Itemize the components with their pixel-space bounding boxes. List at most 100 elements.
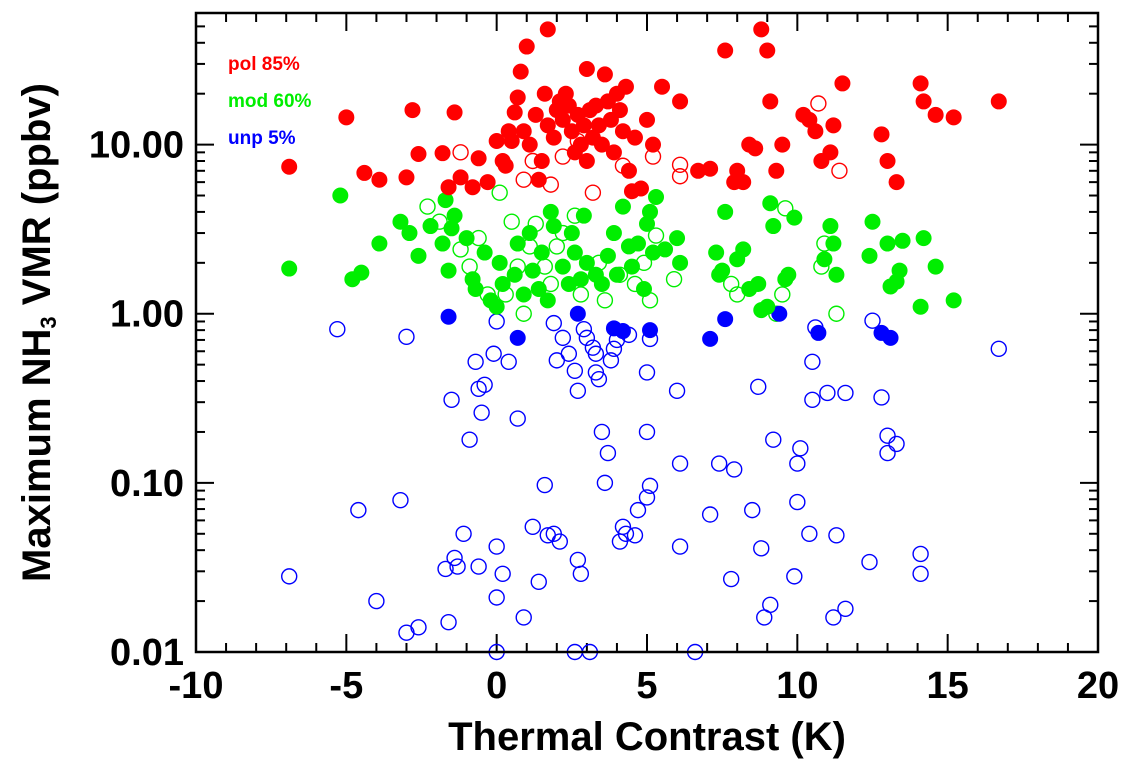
filled-point [533, 244, 550, 261]
filled-point [593, 136, 610, 153]
filled-point [446, 207, 463, 224]
open-point [569, 382, 587, 400]
series-2 [281, 312, 1007, 661]
filled-point [708, 244, 725, 261]
open-point [873, 389, 890, 406]
filled-point [672, 93, 689, 110]
filled-point [810, 324, 827, 341]
open-point [419, 198, 436, 215]
filled-point [828, 266, 845, 283]
filled-point [572, 136, 589, 153]
filled-point [464, 179, 481, 196]
filled-point [401, 225, 418, 242]
open-point [524, 518, 541, 535]
filled-point [398, 169, 415, 186]
filled-point [521, 136, 538, 153]
filled-point [491, 254, 508, 271]
filled-point [780, 266, 797, 283]
filled-point [614, 323, 631, 340]
filled-point [578, 152, 595, 169]
filled-point [635, 281, 652, 298]
filled-point [410, 247, 427, 264]
filled-point [915, 230, 932, 247]
filled-point [599, 247, 616, 264]
open-point [744, 501, 761, 519]
x-tick-label: 10 [776, 665, 818, 707]
open-point [368, 592, 385, 610]
open-point [602, 352, 620, 369]
filled-point [524, 262, 541, 279]
filled-point [404, 102, 421, 119]
filled-point [602, 111, 619, 128]
x-tick-label: -5 [329, 665, 363, 707]
open-point [864, 312, 881, 329]
x-tick-label: 20 [1077, 665, 1119, 707]
open-point [638, 489, 656, 506]
filled-point [578, 60, 595, 77]
x-tick-label: 5 [636, 665, 657, 707]
open-point [281, 568, 298, 585]
filled-point [873, 126, 890, 143]
filled-point [497, 157, 514, 174]
filled-point [632, 180, 649, 197]
y-tick-label: 0.10 [110, 463, 184, 505]
filled-point [542, 203, 559, 220]
filled-point [440, 308, 457, 325]
filled-point [891, 262, 908, 279]
filled-point [371, 235, 388, 252]
open-point [605, 340, 623, 358]
open-point [545, 314, 562, 332]
filled-point [509, 235, 526, 252]
open-point [491, 184, 508, 201]
filled-point [750, 275, 767, 292]
y-tick-label: 10.00 [89, 125, 184, 167]
open-point [461, 431, 478, 448]
filled-point [990, 93, 1007, 110]
filled-point [458, 230, 475, 247]
filled-point [888, 174, 905, 191]
open-point [614, 518, 632, 535]
open-point [488, 538, 505, 555]
filled-point [452, 169, 469, 186]
open-point [774, 286, 791, 303]
filled-point [575, 207, 592, 224]
filled-point [545, 129, 562, 146]
filled-point [786, 209, 803, 226]
open-point [575, 321, 593, 338]
series-filled-1 [281, 187, 962, 319]
y-tick-label: 1.00 [110, 294, 184, 336]
y-axis-label-subscript: 3 [36, 316, 61, 328]
open-point [500, 353, 517, 370]
filled-point [620, 162, 637, 179]
x-tick-label: 0 [486, 665, 507, 707]
open-point [837, 600, 854, 618]
open-point [572, 286, 590, 303]
filled-point [410, 145, 427, 162]
filled-point [768, 162, 785, 179]
filled-point [762, 93, 779, 110]
filled-point [753, 21, 770, 38]
filled-point [672, 254, 689, 271]
filled-point [392, 213, 409, 230]
open-point [566, 362, 584, 379]
open-point [671, 156, 689, 173]
filled-point [476, 244, 493, 261]
filled-point [614, 198, 631, 215]
open-point [536, 476, 553, 494]
filled-point [521, 225, 538, 242]
filled-point [816, 251, 833, 268]
open-point [515, 609, 532, 626]
filled-point [566, 244, 583, 261]
open-point [392, 491, 409, 509]
open-point [476, 376, 493, 394]
filled-point [642, 322, 659, 339]
open-point [509, 410, 526, 427]
open-point [470, 558, 487, 575]
filled-point [545, 218, 562, 235]
open-point [831, 162, 848, 180]
filled-point [434, 145, 451, 162]
filled-point [512, 63, 529, 80]
series-1 [419, 184, 845, 322]
y-tick-label: 0.01 [110, 632, 184, 674]
filled-point [645, 136, 662, 153]
